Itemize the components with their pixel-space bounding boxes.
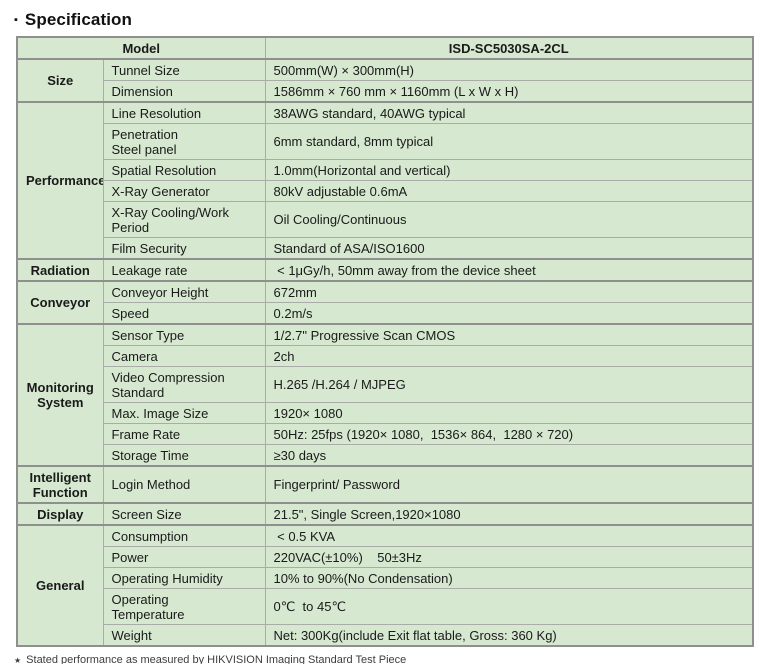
parameter-cell: X-Ray Cooling/Work Period — [102, 201, 266, 238]
parameter-cell: Consumption — [102, 524, 266, 547]
table-row: Speed 0.2m/s — [17, 302, 754, 325]
value-cell: ≥30 days — [264, 444, 754, 467]
value-cell: H.265 /H.264 / MJPEG — [264, 366, 754, 403]
value-cell: 672mm — [264, 280, 754, 303]
value-cell: 2ch — [264, 345, 754, 367]
value-cell: 6mm standard, 8mm typical — [264, 123, 754, 160]
table-row: Penetration Steel panel 6mm standard, 8mm… — [17, 123, 754, 160]
table-row: Power 220VAC(±10%) 50±3Hz — [17, 546, 754, 568]
value-cell: 10% to 90%(No Condensation) — [264, 567, 754, 589]
footnote: ★ Stated performance as measured by HIKV… — [14, 654, 768, 664]
parameter-cell: Speed — [102, 302, 266, 325]
model-value-cell: ISD-SC5030SA-2CL — [264, 36, 754, 60]
footnote-text: Stated performance as measured by HIKVIS… — [26, 654, 407, 664]
parameter-cell: Leakage rate — [102, 258, 266, 282]
table-row: Operating Temperature 0℃ to 45℃ — [17, 588, 754, 625]
category-cell: Size — [16, 58, 104, 103]
spec-table-body: Model ISD-SC5030SA-2CL Size Tunnel Size 50… — [16, 36, 754, 647]
parameter-cell: Camera — [102, 345, 266, 367]
table-row: Size Tunnel Size 500mm(W) × 300mm(H) — [16, 58, 754, 103]
table-row: Intelligent Function Login Method Fingerpr… — [16, 465, 754, 504]
table-row: Operating Humidity 10% to 90%(No Condensa… — [17, 567, 754, 589]
parameter-cell: Conveyor Height — [102, 280, 266, 303]
parameter-cell: Weight — [102, 624, 266, 647]
table-row: Weight Net: 300Kg(include Exit flat table… — [17, 624, 754, 647]
model-header-cell: Model — [16, 36, 266, 60]
parameter-cell: Operating Humidity — [102, 567, 266, 589]
page-title: Specification — [24, 10, 133, 29]
parameter-cell: Frame Rate — [102, 423, 266, 445]
spec-table: Model ISD-SC5030SA-2CL Size Tunnel Size 50… — [16, 36, 754, 647]
value-cell: 500mm(W) × 300mm(H) — [264, 58, 754, 81]
table-row: Spatial Resolution 1.0mm(Horizontal and v… — [17, 159, 754, 181]
value-cell: 38AWG standard, 40AWG typical — [264, 101, 754, 124]
table-row: Video Compression Standard H.265 /H.264 /… — [17, 366, 754, 403]
value-cell: 0℃ to 45℃ — [264, 588, 754, 625]
category-cell: General — [16, 524, 104, 647]
value-cell: 1.0mm(Horizontal and vertical) — [264, 159, 754, 181]
parameter-cell: Login Method — [102, 465, 266, 504]
parameter-cell: Max. Image Size — [102, 402, 266, 424]
parameter-cell: Screen Size — [102, 502, 266, 526]
table-row: Radiation Leakage rate < 1μGy/h, 50mm awa… — [16, 258, 754, 282]
category-cell: Conveyor — [16, 280, 104, 325]
table-row: Camera 2ch — [17, 345, 754, 367]
parameter-cell: Spatial Resolution — [102, 159, 266, 181]
parameter-cell: Operating Temperature — [102, 588, 266, 625]
category-cell: Radiation — [16, 258, 104, 282]
value-cell: 21.5", Single Screen,1920×1080 — [264, 502, 754, 526]
parameter-cell: Penetration Steel panel — [102, 123, 266, 160]
table-row: Performance Line Resolution 38AWG standard… — [16, 101, 754, 260]
value-cell: 220VAC(±10%) 50±3Hz — [264, 546, 754, 568]
table-row: Film Security Standard of ASA/ISO1600 — [17, 237, 754, 260]
square-bullet-icon: ▪ — [14, 13, 18, 26]
value-cell: Fingerprint/ Password — [264, 465, 754, 504]
value-cell: 0.2m/s — [264, 302, 754, 325]
parameter-cell: Dimension — [102, 80, 266, 103]
value-cell: 1/2.7" Progressive Scan CMOS — [264, 323, 754, 346]
parameter-cell: Storage Time — [102, 444, 266, 467]
value-cell: < 0.5 KVA — [264, 524, 754, 547]
value-cell: Net: 300Kg(include Exit flat table, Gros… — [264, 624, 754, 647]
parameter-cell: X-Ray Generator — [102, 180, 266, 202]
table-row: Dimension 1586mm × 760 mm × 1160mm (L x W… — [17, 80, 754, 103]
table-row: Frame Rate 50Hz: 25fps (1920× 1080, 1536×… — [17, 423, 754, 445]
value-cell: 80kV adjustable 0.6mA — [264, 180, 754, 202]
table-row: Conveyor Conveyor Height 672mm — [16, 280, 754, 325]
value-cell: 1586mm × 760 mm × 1160mm (L x W x H) — [264, 80, 754, 103]
value-cell: Standard of ASA/ISO1600 — [264, 237, 754, 260]
table-header-row: Model ISD-SC5030SA-2CL — [16, 36, 754, 60]
table-row: X-Ray Cooling/Work Period Oil Cooling/Con… — [17, 201, 754, 238]
table-row: X-Ray Generator 80kV adjustable 0.6mA — [17, 180, 754, 202]
category-cell: Display — [16, 502, 104, 526]
parameter-cell: Tunnel Size — [102, 58, 266, 81]
parameter-cell: Sensor Type — [102, 323, 266, 346]
table-row: General Consumption < 0.5 KVA — [16, 524, 754, 647]
parameter-cell: Line Resolution — [102, 101, 266, 124]
star-icon: ★ — [14, 655, 22, 664]
table-row: Monitoring System Sensor Type 1/2.7" Progr… — [16, 323, 754, 467]
parameter-cell: Power — [102, 546, 266, 568]
table-row: Storage Time ≥30 days — [17, 444, 754, 467]
category-cell: Performance — [16, 101, 104, 260]
page-title-row: ▪ Specification — [14, 10, 768, 30]
table-row: Display Screen Size 21.5", Single Screen,1… — [16, 502, 754, 526]
value-cell: 50Hz: 25fps (1920× 1080, 1536× 864, 1280… — [264, 423, 754, 445]
category-cell: Intelligent Function — [16, 465, 104, 504]
value-cell: 1920× 1080 — [264, 402, 754, 424]
value-cell: < 1μGy/h, 50mm away from the device shee… — [264, 258, 754, 282]
value-cell: Oil Cooling/Continuous — [264, 201, 754, 238]
table-row: Max. Image Size 1920× 1080 — [17, 402, 754, 424]
parameter-cell: Video Compression Standard — [102, 366, 266, 403]
parameter-cell: Film Security — [102, 237, 266, 260]
category-cell: Monitoring System — [16, 323, 104, 467]
